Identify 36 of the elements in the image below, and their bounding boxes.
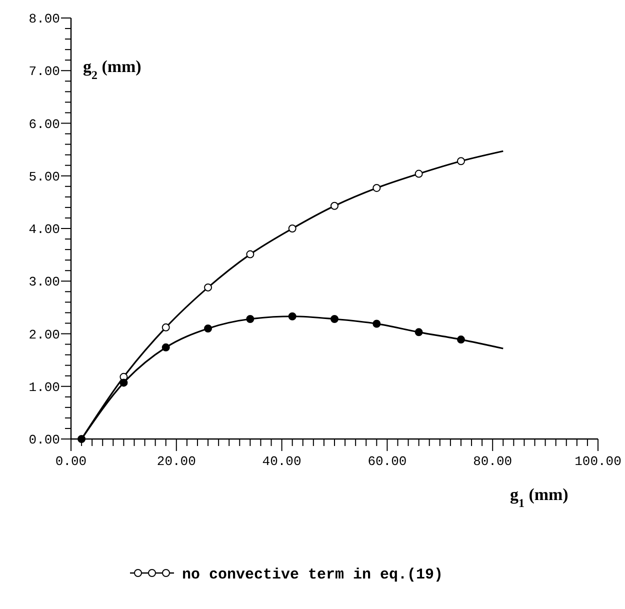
point bbox=[78, 435, 86, 443]
x-tick-label: 20.00 bbox=[156, 454, 196, 469]
point bbox=[162, 343, 170, 352]
y-axis-title: g$_{2}$ (mm) bbox=[83, 57, 142, 82]
y-tick-label: 4.00 bbox=[28, 222, 60, 238]
y-tick-label: 6.00 bbox=[28, 116, 60, 132]
x-tick-label: 60.00 bbox=[368, 454, 407, 469]
point bbox=[372, 320, 381, 328]
point bbox=[246, 315, 254, 324]
y-tick-label: 3.00 bbox=[28, 274, 60, 290]
point bbox=[246, 250, 254, 258]
point bbox=[288, 312, 296, 320]
y-tick-label: 7.00 bbox=[28, 64, 60, 80]
point bbox=[120, 378, 128, 387]
y-tick-label: 1.00 bbox=[28, 380, 60, 395]
x-tick-label: 80.00 bbox=[473, 454, 512, 469]
point bbox=[330, 315, 338, 324]
point bbox=[204, 283, 212, 292]
x-tick-label: 40.00 bbox=[262, 454, 302, 469]
x-tick-label: 100.00 bbox=[574, 454, 622, 469]
y-tick-label: 8.00 bbox=[28, 12, 60, 27]
x-tick-label: 0.00 bbox=[55, 454, 87, 469]
legend-label: no convective term in eq.(19) bbox=[182, 566, 444, 584]
point bbox=[372, 184, 381, 192]
point bbox=[330, 202, 338, 210]
point bbox=[162, 323, 170, 332]
point bbox=[456, 157, 465, 166]
x-axis-title: g$_{1}$ (mm) bbox=[510, 485, 568, 510]
point bbox=[288, 224, 296, 232]
y-tick-label: 5.00 bbox=[28, 169, 60, 184]
point bbox=[414, 328, 423, 336]
y-tick-label: 0.00 bbox=[28, 432, 60, 448]
y-tick-label: 2.00 bbox=[28, 327, 60, 342]
point bbox=[204, 324, 212, 332]
point bbox=[414, 170, 423, 178]
point bbox=[456, 336, 465, 344]
